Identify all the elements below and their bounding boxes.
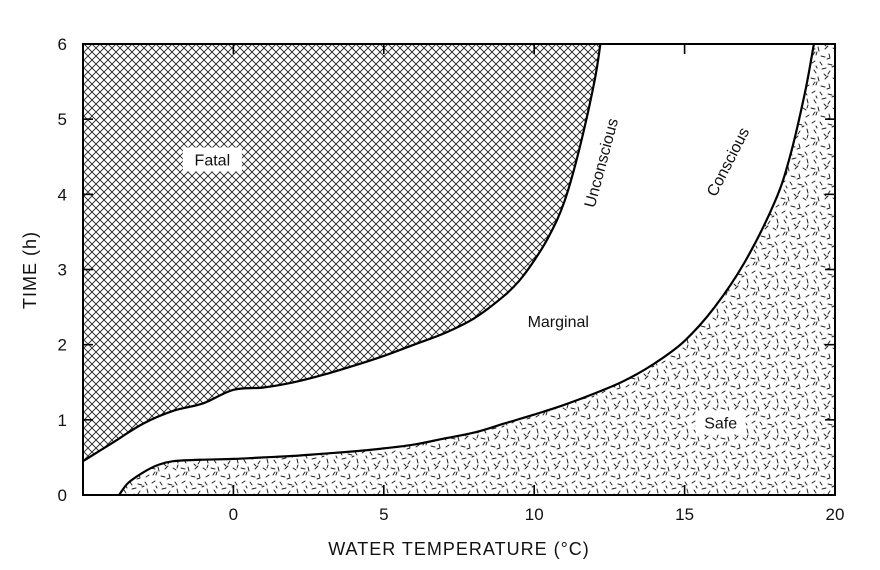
x-tick-label: 10: [525, 505, 544, 524]
region-label-bg: [515, 309, 602, 334]
region-label-bg: [182, 147, 242, 172]
x-tick-label: 15: [675, 505, 694, 524]
fatal-region: [83, 44, 601, 462]
y-axis-title: TIME (h): [20, 231, 40, 309]
y-axis-ticks: 0 1 2 3 4 5 6: [58, 35, 835, 505]
x-tick-label: 0: [229, 505, 238, 524]
curve-annotations: Unconscious Conscious: [582, 117, 753, 210]
unconscious-boundary-curve: [82, 43, 602, 463]
region-label-bg: [695, 410, 746, 435]
region-label-text: Safe: [704, 416, 737, 433]
annotation-unconscious: Unconscious: [582, 117, 622, 210]
annotation-conscious: Conscious: [704, 125, 753, 199]
region-label-marginal: Marginal: [515, 309, 602, 334]
y-tick-label: 4: [58, 185, 67, 204]
y-tick-label: 3: [58, 261, 67, 280]
region-label-safe: Safe: [695, 410, 746, 435]
x-axis-title: WATER TEMPERATURE (°C): [328, 539, 590, 559]
y-tick-label: 5: [58, 110, 67, 129]
conscious-boundary-curve: [118, 43, 815, 496]
region-label-text: Marginal: [528, 314, 589, 331]
region-label-fatal: Fatal: [182, 147, 242, 172]
safe-region: [119, 44, 835, 495]
region-label-text: Fatal: [195, 153, 231, 170]
y-tick-label: 0: [58, 486, 67, 505]
y-tick-label: 6: [58, 35, 67, 54]
region-labels: Fatal Marginal Safe: [182, 147, 746, 435]
x-axis-ticks: 0 5 10 15 20: [229, 44, 845, 524]
x-tick-label: 20: [826, 505, 845, 524]
x-tick-label: 5: [379, 505, 388, 524]
y-tick-label: 2: [58, 336, 67, 355]
y-tick-label: 1: [58, 411, 67, 430]
